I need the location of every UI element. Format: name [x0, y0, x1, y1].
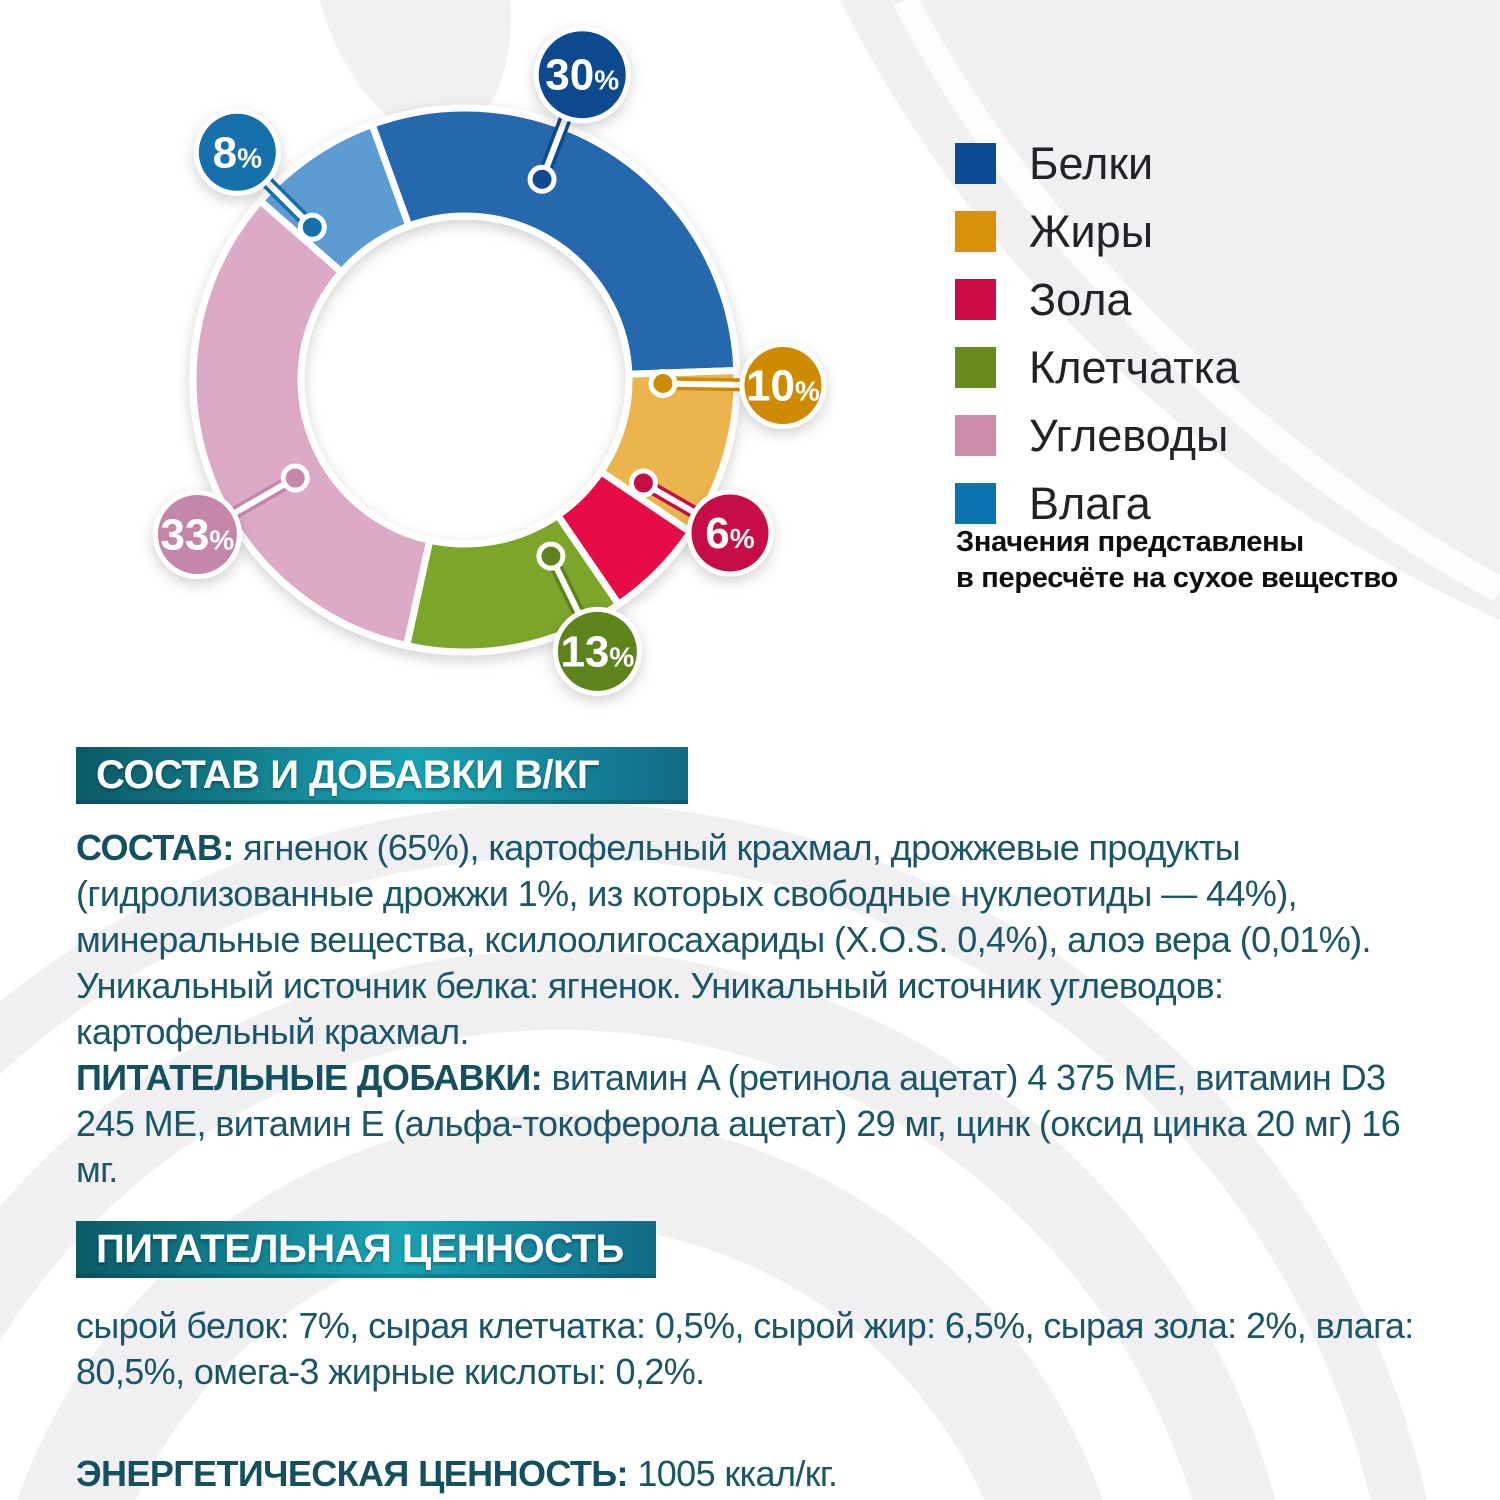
section-header-nutrition: ПИТАТЕЛЬНАЯ ЦЕННОСТЬ	[76, 1221, 656, 1278]
percent-bubble-Влага	[193, 108, 281, 196]
section-header-composition: СОСТАВ И ДОБАВКИ В/КГ	[76, 747, 688, 804]
composition-label: СОСТАВ:	[76, 827, 234, 868]
legend-swatch-moisture	[955, 483, 996, 524]
legend-label-fats: Жиры	[1029, 206, 1154, 257]
percent-bubble-Жиры	[739, 342, 827, 430]
legend-label-ash: Зола	[1029, 274, 1132, 325]
energy-value: 1005 ккал/кг.	[627, 1453, 838, 1494]
donut-segment-Углеводы	[189, 197, 434, 650]
legend-swatch-carbs	[955, 415, 996, 456]
energy-label: ЭНЕРГЕТИЧЕСКАЯ ЦЕННОСТЬ:	[76, 1453, 629, 1494]
donut-segment-Белки	[368, 104, 741, 378]
legend-item-carbs: Углеводы	[955, 410, 1239, 461]
callout-dot	[280, 463, 310, 493]
percent-bubble-Белки	[533, 26, 631, 124]
nutrient-donut-chart: 30%10%6%13%33%8%	[152, 26, 827, 696]
legend-label-fiber: Клетчатка	[1029, 342, 1240, 393]
callout-dot	[536, 541, 566, 571]
legend-swatch-proteins	[955, 143, 996, 184]
legend-swatch-fats	[955, 211, 996, 252]
composition-text: ягненок (65%), картофельный крахмал, дро…	[76, 827, 1372, 1052]
percent-bubble-Зола	[686, 489, 774, 577]
legend-item-proteins: Белки	[955, 138, 1239, 189]
text-content-column: СОСТАВ И ДОБАВКИ В/КГ СОСТАВ: ягненок (6…	[76, 747, 1448, 1497]
legend-item-moisture: Влага	[955, 478, 1239, 529]
legend-label-carbs: Углеводы	[1029, 410, 1229, 461]
section-header-nutrition-label: ПИТАТЕЛЬНАЯ ЦЕННОСТЬ	[96, 1227, 624, 1271]
callout-dot	[628, 468, 658, 498]
legend-swatch-ash	[955, 279, 996, 320]
additives-paragraph: ПИТАТЕЛЬНЫЕ ДОБАВКИ: витамин A (ретинола…	[76, 1055, 1448, 1193]
composition-paragraph: СОСТАВ: ягненок (65%), картофельный крах…	[76, 825, 1448, 1055]
donut-hole	[293, 208, 637, 552]
percent-bubble-Клетчатка	[552, 606, 642, 696]
callout-dot	[648, 368, 678, 398]
legend-item-fats: Жиры	[955, 206, 1239, 257]
dry-matter-note: Значения представлены в пересчёте на сух…	[956, 526, 1398, 594]
section-header-composition-label: СОСТАВ И ДОБАВКИ В/КГ	[96, 753, 600, 797]
callout-dot	[527, 164, 557, 194]
additives-text: витамин A (ретинола ацетат) 4 375 ME, ви…	[76, 1057, 1401, 1190]
additives-label: ПИТАТЕЛЬНЫЕ ДОБАВКИ:	[76, 1057, 543, 1098]
chart-legend: Белки Жиры Зола Клетчатка Углеводы Влага	[955, 138, 1240, 529]
legend-swatch-fiber	[955, 347, 996, 388]
legend-item-fiber: Клетчатка	[955, 342, 1240, 393]
legend-label-proteins: Белки	[1029, 138, 1154, 189]
energy-paragraph: ЭНЕРГЕТИЧЕСКАЯ ЦЕННОСТЬ: 1005 ккал/кг.	[76, 1451, 1448, 1497]
donut-segment-Влага	[256, 120, 413, 276]
percent-bubble-Углеводы	[152, 490, 242, 579]
legend-label-moisture: Влага	[1029, 478, 1151, 529]
callout-dot	[297, 212, 327, 242]
analysis-paragraph: сырой белок: 7%, сырая клетчатка: 0,5%, …	[76, 1305, 1414, 1392]
legend-item-ash: Зола	[955, 274, 1239, 325]
